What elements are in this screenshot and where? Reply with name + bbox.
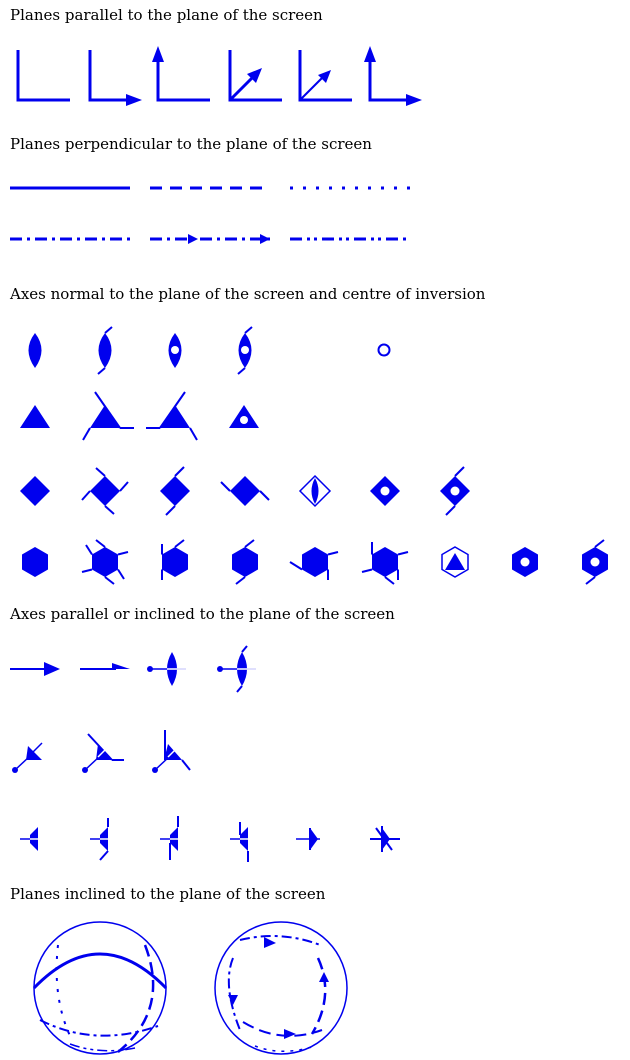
twofold-screw-axis-symbol <box>97 326 113 375</box>
threefold-screw-axis-inclined-second-symbol <box>152 730 191 773</box>
perpendicular-plane-symbols <box>10 186 410 244</box>
twofold-axis-symbol <box>28 333 42 368</box>
glide-corner-arrow-up-symbol <box>152 46 210 102</box>
fourfold-axis-inclined-lens-symbol <box>147 652 186 686</box>
heading-inclined-axes: Axes parallel or inclined to the plane o… <box>10 605 395 623</box>
threefold-axis-symbol <box>20 405 50 428</box>
threefold-screw-axis-symbol <box>82 391 134 441</box>
sixfold-screw-axis-fifth-symbol <box>361 542 409 585</box>
sixfold-screw-axis-fourth-symbol <box>289 547 339 580</box>
fourfold-screw-inclined-lens-symbol <box>217 645 256 693</box>
fourfold-screw-with-centre-symbol <box>440 466 470 516</box>
inclined-plane-projection-left <box>32 921 168 1055</box>
fourfold-screw-axis-symbol <box>81 467 129 515</box>
twofold-axis-parallel-arrow-symbol <box>10 662 60 676</box>
double-glide-corner-symbol <box>364 46 422 106</box>
fourfold-screw-axis-second-symbol <box>160 466 190 516</box>
parallel-plane-symbols <box>16 46 422 106</box>
threefold-screw-axis-inclined-symbol <box>82 733 124 773</box>
fourfold-screw-axis-third-symbol <box>220 476 270 506</box>
normal-axis-symbols <box>20 326 608 585</box>
centre-of-inversion-symbol <box>377 343 391 357</box>
twofold-axis-with-centre-symbol <box>168 333 182 368</box>
heading-normal-axes: Axes normal to the plane of the screen a… <box>10 285 486 303</box>
twofold-screw-parallel-arrow-symbol <box>80 663 130 670</box>
sixfold-screw-axis-second-symbol <box>161 539 188 580</box>
glide-dash-dot-arrows-line-symbol <box>150 234 270 244</box>
inclined-axis-symbols <box>10 645 400 862</box>
sixfold-axis-symbol <box>22 547 48 577</box>
sixfold-screw-axis-third-symbol <box>232 539 258 585</box>
twofold-screw-with-centre-symbol <box>237 326 253 375</box>
sixfold-axis-with-centre-symbol <box>512 547 538 577</box>
threefold-screw-axis-second-symbol <box>146 391 198 441</box>
sixfold-screw-axis-inclined-second-symbol <box>160 816 180 860</box>
sixfold-inversion-axis-inclined-symbol <box>296 828 320 850</box>
heading-inclined-planes: Planes inclined to the plane of the scre… <box>10 885 326 903</box>
sixfold-screw-inversion-axis-inclined-symbol <box>370 826 400 852</box>
inclined-plane-projections <box>32 921 348 1055</box>
sixfold-screw-axis-inclined-symbol <box>90 818 110 861</box>
threefold-axis-inclined-symbol <box>12 742 43 773</box>
fourfold-inversion-axis-symbol <box>298 474 332 508</box>
inclined-plane-projection-right <box>214 921 348 1055</box>
sixfold-screw-axis-inclined-third-symbol <box>230 822 250 862</box>
threefold-inversion-axis-symbol <box>229 405 259 428</box>
glide-corner-small-diagonal-symbol <box>298 50 352 102</box>
heading-perpendicular-planes: Planes perpendicular to the plane of the… <box>10 135 372 153</box>
mirror-corner-symbol <box>16 50 70 102</box>
fourfold-axis-symbol <box>20 476 50 506</box>
sixfold-screw-with-centre-symbol <box>582 539 608 585</box>
glide-corner-arrow-right-symbol <box>88 50 142 106</box>
sixfold-inversion-axis-symbol <box>441 546 469 578</box>
sixfold-screw-axis-symbol <box>81 539 129 585</box>
heading-parallel-planes: Planes parallel to the plane of the scre… <box>10 6 323 24</box>
glide-corner-arrow-diagonal-symbol <box>228 50 282 102</box>
fourfold-axis-with-centre-symbol <box>370 476 400 506</box>
sixfold-axis-inclined-symbol <box>20 827 40 851</box>
